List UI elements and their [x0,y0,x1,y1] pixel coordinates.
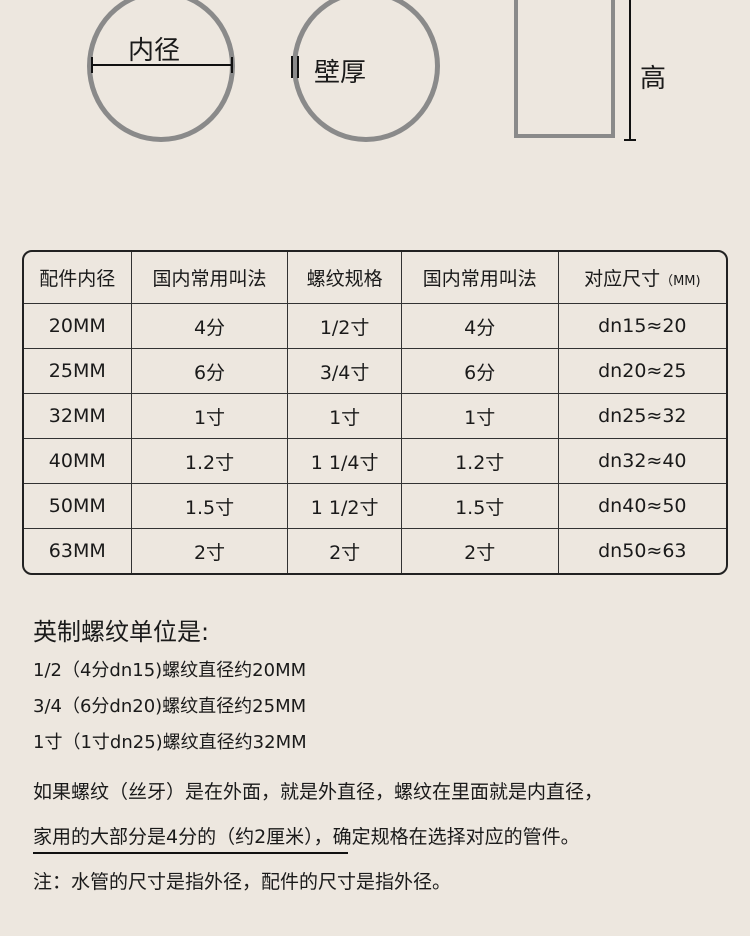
note-line: 3/4（6分dn20)螺纹直径约25MM [33,696,307,717]
table-cell: 50MM [24,484,132,529]
spec-table: 配件内径 国内常用叫法 螺纹规格 国内常用叫法 对应尺寸（MM) 20MM 4分 1… [22,250,728,575]
wall-tick [297,56,299,78]
table-cell: 2寸 [288,529,402,573]
table-cell: dn50≈63 [598,540,687,562]
note-line: 1寸（1寸dn25)螺纹直径约32MM [33,732,307,753]
header-cell: 国内常用叫法 [401,252,559,304]
header-unit: （MM) [660,274,701,289]
paragraph-3: 注：水管的尺寸是指外径，配件的尺寸是指外径。 [33,871,452,893]
diameter-line [92,64,232,66]
height-rectangle [514,0,615,138]
table-cell: 1.2寸 [401,439,559,484]
table-cell: 4分 [401,304,559,349]
paragraph-1: 如果螺纹（丝牙）是在外面，就是外直径，螺纹在里面就是内直径， [33,781,604,803]
table-cell: 1.5寸 [131,484,289,529]
table-row: 32MM 1寸 1寸 1寸 dn25≈32 [24,394,726,439]
table-cell: 2寸 [132,529,289,573]
table-cell: dn20≈25 [558,349,726,394]
table-cell: 40MM [24,439,132,484]
table-row: 63MM 2寸 2寸 2寸 dn50≈63 [24,529,726,573]
note-line: 1/2（4分dn15)螺纹直径约20MM [33,660,307,681]
table-cell: 1寸 [131,394,289,439]
paragraph-2: 家用的大部分是4分的（约2厘米），确定规格在选择对应的管件。 [33,826,580,848]
table-cell: 32MM [24,394,132,439]
table-cell: 4分 [131,304,289,349]
table-cell: dn25≈32 [558,394,726,439]
table-cell: 1寸 [401,394,559,439]
notes-title: 英制螺纹单位是: [33,618,210,646]
header-cell: 螺纹规格 [288,252,402,304]
table-row: 20MM 4分 1/2寸 4分 dn15≈20 [24,304,726,349]
table-cell: 63MM [24,529,132,573]
inner-diameter-circle [87,0,235,142]
table-cell: 6分 [131,349,289,394]
table-cell: 2寸 [402,529,559,573]
table-row: 40MM 1.2寸 1 1/4寸 1.2寸 dn32≈40 [24,439,726,484]
table-cell: 1寸 [288,394,402,439]
header-cell: 配件内径 [24,252,132,304]
height-label: 高 [640,64,667,94]
table-header-row: 配件内径 国内常用叫法 螺纹规格 国内常用叫法 对应尺寸（MM) [24,252,726,304]
height-tick [624,139,636,141]
table-cell: 1.5寸 [401,484,559,529]
inner-diameter-label: 内径 [128,36,181,66]
wall-thickness-circle [292,0,440,142]
table-cell: 20MM [24,304,132,349]
header-cell: 国内常用叫法 [131,252,289,304]
header-cell: 对应尺寸（MM) [558,252,726,304]
table-cell: 3/4寸 [288,349,402,394]
table-cell: 25MM [24,349,132,394]
table-cell: 1 1/4寸 [288,439,402,484]
table-cell: dn40≈50 [558,484,726,529]
table-cell: 1/2寸 [288,304,402,349]
table-cell: 1.2寸 [131,439,289,484]
wall-thickness-label: 壁厚 [314,58,367,88]
height-line [629,0,631,140]
diameter-tick [231,57,233,73]
table-cell: 1 1/2寸 [288,484,402,529]
table-cell: 6分 [401,349,559,394]
header-text: 对应尺寸 [584,268,661,290]
wall-tick [291,56,293,78]
table-row: 50MM 1.5寸 1 1/2寸 1.5寸 dn40≈50 [24,484,726,529]
underline [33,852,348,854]
diameter-tick [91,57,93,73]
table-cell: dn15≈20 [558,304,726,349]
table-row: 25MM 6分 3/4寸 6分 dn20≈25 [24,349,726,394]
table-cell: dn32≈40 [558,439,726,484]
